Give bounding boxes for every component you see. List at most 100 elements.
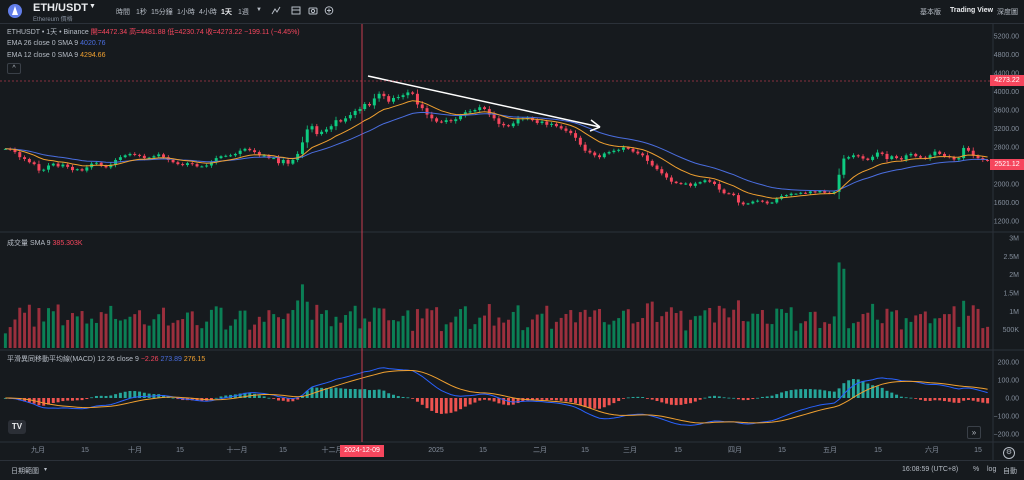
candle: [650, 160, 654, 166]
timeframe-1s[interactable]: 1秒: [136, 9, 147, 16]
indicator-icon[interactable]: [271, 6, 281, 15]
candle: [684, 183, 688, 185]
price-tick-label: 1200.00: [994, 219, 1019, 226]
volume-bar: [483, 315, 487, 348]
candle: [741, 202, 745, 205]
volume-bar: [142, 324, 146, 348]
timeframe-4h[interactable]: 4小時: [199, 9, 217, 16]
scroll-right-button[interactable]: »: [967, 426, 981, 439]
macd-histogram-bar: [535, 398, 539, 401]
macd-histogram-bar: [114, 394, 118, 398]
candle: [660, 169, 664, 174]
candle: [674, 181, 678, 184]
volume-bar: [756, 313, 760, 348]
candle: [181, 164, 185, 166]
volume-bar: [478, 317, 482, 348]
macd-histogram-bar: [741, 398, 745, 401]
percent-toggle[interactable]: %: [973, 466, 980, 473]
timeframe-time[interactable]: 時間: [116, 9, 130, 16]
macd-histogram-bar: [703, 397, 707, 399]
volume-bar: [401, 315, 405, 348]
date-range-chevron-icon[interactable]: ▾: [44, 467, 48, 473]
timeframe-1w[interactable]: 1週: [238, 9, 249, 16]
macd-histogram-bar: [521, 398, 525, 402]
macd-legend: 平滑異同移動平均線(MACD) 12 26 close 9 −2.26 273.…: [7, 354, 205, 364]
volume-bar: [300, 284, 304, 348]
volume-bar: [679, 310, 683, 348]
candle: [636, 151, 640, 154]
candle: [396, 97, 400, 99]
macd-histogram-bar: [540, 398, 544, 400]
volume-bar: [387, 320, 391, 348]
candle: [214, 158, 218, 162]
candle: [732, 193, 736, 196]
template-icon[interactable]: [291, 6, 301, 15]
macd-histogram-bar: [363, 389, 367, 398]
volume-bar: [190, 311, 194, 348]
volume-bar: [128, 316, 132, 348]
macd-histogram-bar: [415, 398, 419, 402]
macd-histogram-bar: [257, 395, 261, 398]
view-basic[interactable]: 基本版: [920, 9, 941, 16]
volume-bar: [166, 325, 170, 348]
volume-bar: [238, 310, 242, 348]
time-tick-label: 15: [279, 447, 287, 454]
macd-histogram-bar: [578, 398, 582, 406]
volume-bar: [47, 308, 51, 348]
candle: [205, 165, 209, 167]
macd-histogram-bar: [828, 391, 831, 398]
candle: [986, 159, 990, 161]
timeframe-1h[interactable]: 1小時: [177, 9, 195, 16]
time-tick-label: 15: [874, 447, 882, 454]
volume-bar: [277, 317, 280, 348]
view-depth[interactable]: 深度圖: [997, 9, 1018, 16]
macd-histogram-bar: [818, 389, 822, 398]
volume-legend: 成交量 SMA 9 385.303K: [7, 238, 83, 248]
candle: [962, 147, 966, 159]
macd-histogram-bar: [387, 393, 391, 398]
pair-selector[interactable]: ETH/USDT: [33, 2, 88, 14]
timeframe-more-icon[interactable]: ▼: [256, 7, 262, 13]
camera-icon[interactable]: [308, 6, 318, 15]
macd-histogram-bar: [923, 398, 927, 401]
candle: [444, 120, 448, 123]
chart-area[interactable]: 5200.00 4800.00 4400.00 4000.00 3600.00 3200.…: [0, 24, 1024, 460]
volume-bar: [13, 319, 17, 348]
candle: [415, 93, 419, 105]
timeframe-15m[interactable]: 15分鐘: [151, 9, 173, 16]
time-tick-label: 15: [674, 447, 682, 454]
macd-histogram-bar: [598, 398, 601, 409]
macd-histogram-bar: [660, 398, 664, 403]
volume-bar: [267, 310, 271, 348]
macd-histogram-bar: [502, 398, 506, 405]
candle: [238, 150, 242, 154]
timeframe-1d[interactable]: 1天: [221, 9, 232, 16]
volume-bar: [952, 306, 956, 348]
macd-histogram-bar: [947, 398, 951, 402]
candle: [61, 164, 65, 167]
macd-histogram-bar: [981, 398, 985, 403]
collapse-legend-button[interactable]: ^: [7, 63, 21, 74]
candle: [669, 177, 673, 182]
candle: [99, 162, 103, 166]
chevron-down-icon[interactable]: ▼: [89, 3, 96, 10]
add-icon[interactable]: [324, 6, 334, 15]
auto-toggle[interactable]: 自動: [1003, 468, 1017, 475]
candle: [348, 115, 352, 119]
settings-gear-icon[interactable]: ⚙: [1003, 447, 1015, 459]
candle: [18, 152, 22, 158]
candle: [358, 109, 362, 111]
volume-bar: [617, 318, 621, 348]
candle: [842, 158, 846, 175]
volume-bar: [181, 319, 185, 348]
candle: [789, 193, 793, 196]
volume-bar: [109, 305, 113, 348]
view-tradingview[interactable]: Trading View: [950, 7, 994, 14]
macd-histogram-bar: [823, 390, 827, 398]
candle: [85, 167, 89, 171]
candle: [966, 147, 970, 151]
candle: [626, 147, 630, 149]
log-toggle[interactable]: log: [987, 466, 997, 473]
macd-histogram-bar: [449, 398, 453, 413]
date-range-button[interactable]: 日期範圍: [11, 468, 39, 475]
